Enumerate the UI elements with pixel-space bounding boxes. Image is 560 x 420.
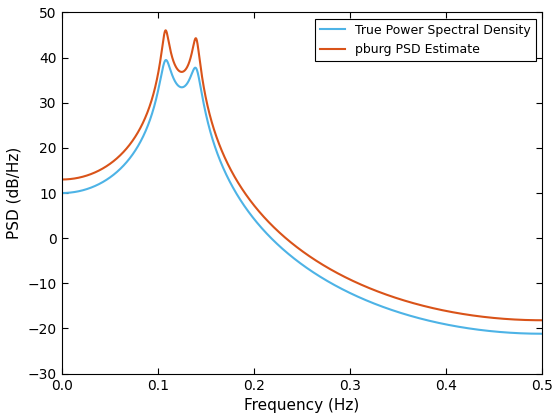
pburg PSD Estimate: [264, 218, 271, 223]
True Power Spectral Density: [162, 58, 169, 63]
True Power Spectral Density: [408, 313, 414, 318]
Legend: True Power Spectral Density, pburg PSD Estimate: True Power Spectral Density, pburg PSD E…: [315, 19, 536, 61]
pburg PSD Estimate: [58, 177, 65, 182]
True Power Spectral Density: [287, 253, 293, 258]
True Power Spectral Density: [264, 232, 271, 237]
True Power Spectral Density: [524, 331, 531, 336]
pburg PSD Estimate: [287, 239, 293, 244]
True Power Spectral Density: [500, 330, 507, 335]
pburg PSD Estimate: [162, 28, 169, 33]
pburg PSD Estimate: [500, 316, 507, 321]
Y-axis label: PSD (dB/Hz): PSD (dB/Hz): [7, 147, 22, 239]
True Power Spectral Density: [58, 191, 65, 196]
True Power Spectral Density: [539, 331, 545, 336]
pburg PSD Estimate: [408, 300, 414, 305]
pburg PSD Estimate: [524, 318, 531, 323]
Line: pburg PSD Estimate: pburg PSD Estimate: [62, 30, 542, 320]
pburg PSD Estimate: [539, 318, 545, 323]
True Power Spectral Density: [260, 228, 267, 233]
Line: True Power Spectral Density: True Power Spectral Density: [62, 60, 542, 334]
pburg PSD Estimate: [260, 214, 267, 219]
X-axis label: Frequency (Hz): Frequency (Hz): [244, 398, 360, 413]
